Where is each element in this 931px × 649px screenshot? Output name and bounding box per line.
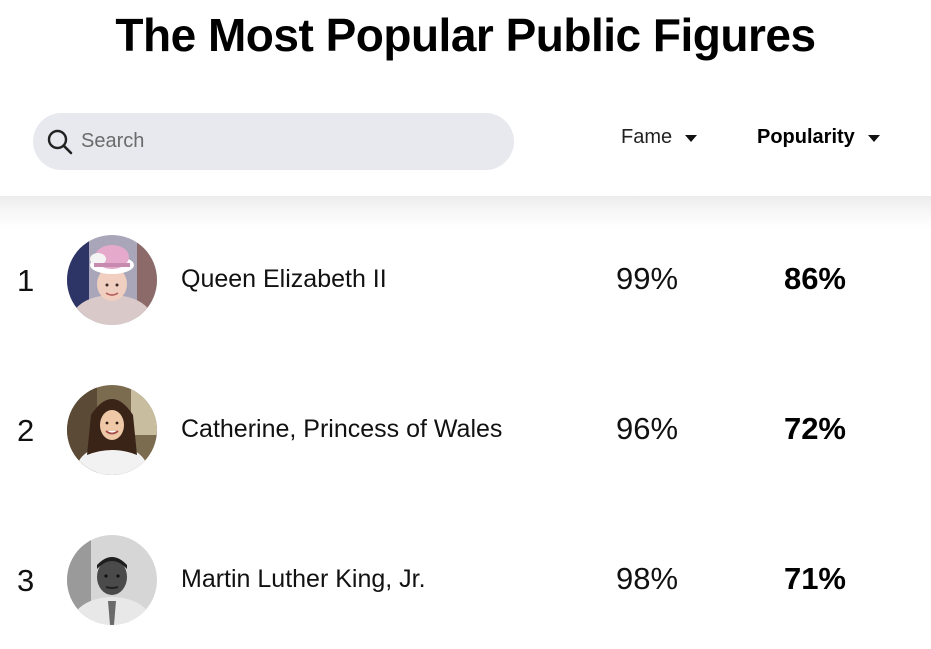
photo-queen-elizabeth-icon — [67, 235, 157, 325]
avatar[interactable] — [67, 535, 157, 625]
list-item[interactable]: 2 Catherine, Princess of Wales 96% 72% — [0, 385, 931, 477]
fame-value: 99% — [616, 261, 679, 296]
person-name[interactable]: Martin Luther King, Jr. — [181, 565, 426, 593]
list-item[interactable]: 1 Queen Elizabeth II 99% 86% — [0, 235, 931, 327]
photo-princess-catherine-icon — [67, 385, 157, 475]
page-title: The Most Popular Public Figures — [115, 9, 816, 61]
photo-mlk-icon — [67, 535, 157, 625]
avatar[interactable] — [67, 385, 157, 475]
caret-down-icon — [685, 135, 698, 142]
list-item[interactable]: 3 Martin Luther King, Jr. 98% 71% — [0, 535, 931, 627]
avatar[interactable] — [67, 235, 157, 325]
search-icon — [45, 127, 75, 157]
popularity-value: 72% — [783, 411, 846, 446]
popularity-sort-label: Popularity — [757, 126, 855, 148]
caret-down-icon — [867, 135, 880, 142]
rank-number: 3 — [17, 563, 35, 598]
search-input[interactable] — [79, 129, 483, 154]
person-name[interactable]: Queen Elizabeth II — [181, 265, 387, 293]
search-bar[interactable] — [33, 113, 514, 170]
rank-number: 2 — [17, 413, 35, 448]
fame-sort-dropdown[interactable]: Fame — [621, 126, 698, 149]
popularity-value: 86% — [783, 261, 846, 296]
fame-sort-label: Fame — [621, 126, 673, 148]
header-divider — [0, 196, 931, 230]
fame-value: 96% — [616, 411, 679, 446]
rank-number: 1 — [17, 263, 35, 298]
popularity-sort-dropdown[interactable]: Popularity — [757, 126, 880, 149]
fame-value: 98% — [616, 561, 679, 596]
popularity-value: 71% — [783, 561, 846, 596]
person-name[interactable]: Catherine, Princess of Wales — [181, 415, 503, 443]
